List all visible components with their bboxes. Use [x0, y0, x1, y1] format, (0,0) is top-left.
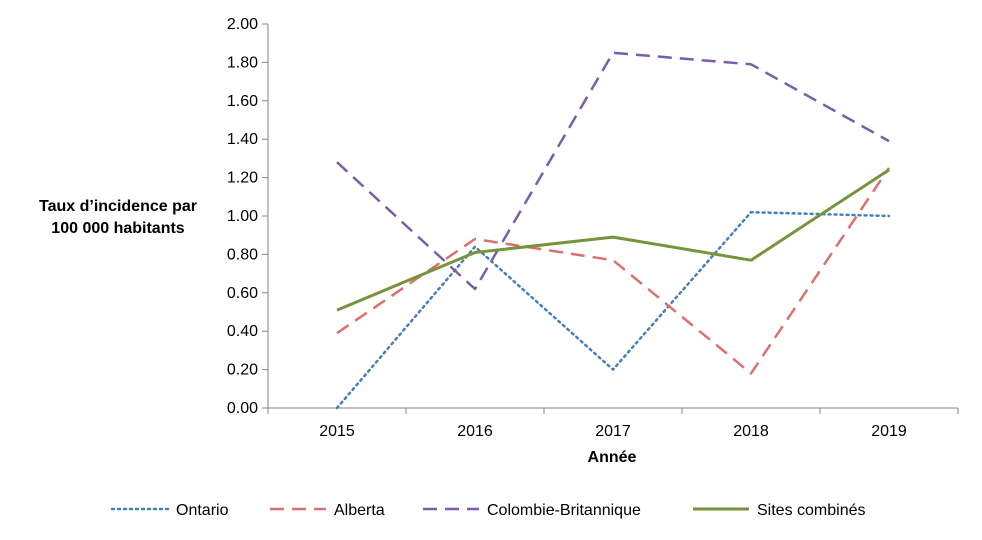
y-axis-title-line-2: 100 000 habitants: [51, 220, 185, 237]
axis-titles: Taux d’incidence par 100 000 habitants A…: [39, 198, 637, 466]
y-tick-label: 0.00: [227, 400, 258, 417]
x-tick-label: 2019: [871, 423, 907, 440]
y-tick-label: 0.40: [227, 323, 258, 340]
series-line-ontario: [335, 210, 891, 410]
y-tick-label: 0.60: [227, 285, 258, 302]
legend-label: Alberta: [334, 502, 385, 519]
x-tick-label: 2015: [319, 423, 355, 440]
x-tick-label: 2017: [595, 423, 631, 440]
series-lines: [335, 51, 891, 410]
x-tick-label: 2018: [733, 423, 769, 440]
series-line-colombie-britannique: [336, 51, 890, 291]
legend-label: Ontario: [176, 502, 229, 519]
legend-label: Sites combinés: [757, 502, 866, 519]
series-line-alberta: [336, 167, 891, 375]
y-axis-title-line-1: Taux d’incidence par: [39, 198, 197, 215]
y-axis: 0.00 0.20 0.40 0.60 0.80 1.00 1.20 1.40 1.60 1.80…: [227, 16, 269, 417]
y-tick-label: 1.60: [227, 93, 258, 110]
legend: Ontario Alberta Colombie-Britannique Sites …: [110, 502, 866, 519]
y-tick-label: 1.20: [227, 170, 258, 187]
y-tick-label: 0.20: [227, 362, 258, 379]
legend-label: Colombie-Britannique: [487, 502, 641, 519]
y-tick-label: 1.00: [227, 208, 258, 225]
y-tick-label: 2.00: [227, 16, 258, 33]
series-line-sites-combin-s: [336, 168, 890, 312]
y-tick-label: 0.80: [227, 246, 258, 263]
y-tick-label: 1.40: [227, 131, 258, 148]
x-axis-title: Année: [588, 449, 637, 466]
x-tick-label: 2016: [457, 423, 493, 440]
y-tick-label: 1.80: [227, 54, 258, 71]
x-axis: 2015 2016 2017 2018 2019: [267, 407, 959, 440]
